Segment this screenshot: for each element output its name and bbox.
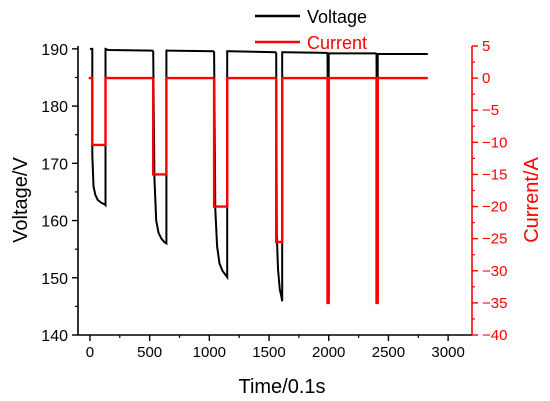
legend-label-current: Current [307, 33, 367, 53]
y-axis-right-title: Current/A [521, 157, 543, 243]
y-left-tick-label-160: 160 [41, 214, 68, 231]
y-left-tick-label-170: 170 [41, 156, 68, 173]
x-axis-title: Time/0.1s [238, 376, 325, 398]
y-right-tick-label--20: −20 [482, 199, 507, 216]
series-voltage-segment-2 [152, 49, 215, 246]
legend-label-voltage: Voltage [307, 7, 367, 27]
series-voltage-segment-1 [89, 47, 154, 208]
x-tick-label-0: 0 [86, 344, 94, 361]
series-current-segment-5 [326, 76, 377, 305]
y-right-tick-label--25: −25 [482, 231, 507, 248]
y-right-tick-label--30: −30 [482, 263, 507, 280]
series-current-segment-1 [88, 76, 154, 147]
y-right-tick-label--40: −40 [482, 327, 507, 344]
y-left-tick-label-180: 180 [41, 99, 68, 116]
series-current-segment-4 [275, 76, 328, 244]
x-tick-label-2000: 2000 [312, 344, 345, 361]
y-right-tick-label--5: −5 [482, 102, 499, 119]
plot-area [88, 47, 428, 305]
axes: 0 500 1000 1500 2000 2500 3000 140 150 160 170 180 1… [41, 38, 507, 361]
series-current-segment-3 [212, 76, 277, 208]
y-right-tick-label-0: 0 [482, 70, 490, 87]
x-tick-label-2500: 2500 [372, 344, 405, 361]
series-current-segment-2 [151, 76, 215, 176]
series-voltage-segment-3 [213, 50, 277, 281]
y-axis-left-title: Voltage/V [10, 157, 32, 243]
x-tick-label-1500: 1500 [252, 344, 285, 361]
series-voltage-segment-4 [275, 51, 328, 302]
y-right-tick-label--10: −10 [482, 134, 507, 151]
series-voltage-segment-6 [375, 53, 428, 301]
series-voltage-segment-5 [326, 52, 377, 298]
x-tick-label-500: 500 [137, 344, 162, 361]
y-left-tick-label-140: 140 [41, 328, 68, 345]
y-right-tick-label--15: −15 [482, 166, 507, 183]
series-current-segment-6 [375, 76, 428, 305]
y-right-tick-label-5: 5 [482, 38, 490, 55]
y-left-tick-label-150: 150 [41, 271, 68, 288]
y-right-tick-label--35: −35 [482, 295, 507, 312]
x-tick-label-3000: 3000 [431, 344, 464, 361]
legend: Voltage Current [255, 7, 367, 53]
y-left-tick-label-190: 190 [41, 42, 68, 59]
x-tick-label-1000: 1000 [193, 344, 226, 361]
